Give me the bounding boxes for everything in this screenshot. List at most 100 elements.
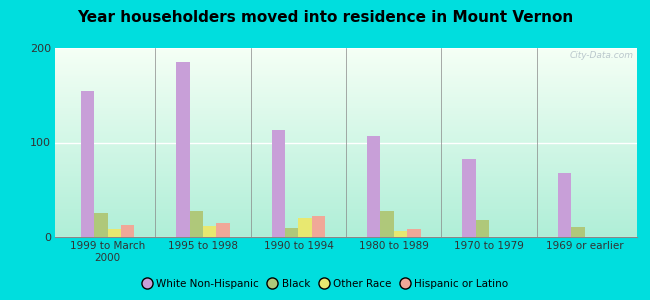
Bar [55, 60, 637, 61]
Bar [55, 149, 637, 150]
Bar [55, 48, 637, 49]
Bar [55, 79, 637, 80]
Bar [55, 103, 637, 104]
Bar [55, 189, 637, 190]
Bar [94, 213, 108, 237]
Bar [55, 210, 637, 211]
Bar [55, 191, 637, 192]
Bar [55, 155, 637, 156]
Bar [55, 199, 637, 200]
Bar [55, 54, 637, 55]
Bar [55, 182, 637, 183]
Bar [55, 145, 637, 146]
Bar [55, 73, 637, 74]
Bar [55, 216, 637, 217]
Bar [55, 232, 637, 233]
Bar [55, 106, 637, 107]
Bar [55, 81, 637, 82]
Bar [55, 75, 637, 76]
Bar [463, 159, 476, 237]
Bar [55, 93, 637, 94]
Bar [55, 228, 637, 229]
Bar [55, 152, 637, 153]
Bar [55, 210, 637, 211]
Bar [55, 194, 637, 195]
Bar [55, 107, 637, 109]
Bar [55, 181, 637, 182]
Bar [55, 128, 637, 129]
Bar [55, 50, 637, 51]
Bar [55, 132, 637, 133]
Bar [55, 50, 637, 51]
Bar [55, 76, 637, 77]
Bar [55, 162, 637, 163]
Bar [55, 224, 637, 225]
Bar [55, 205, 637, 206]
Bar [55, 65, 637, 66]
Bar [55, 148, 637, 149]
Bar [55, 95, 637, 96]
Bar [55, 198, 637, 199]
Bar [55, 168, 637, 169]
Bar [55, 179, 637, 180]
Bar [55, 64, 637, 65]
Bar [55, 162, 637, 163]
Bar [55, 69, 637, 70]
Bar [55, 173, 637, 174]
Bar [55, 67, 637, 68]
Bar [55, 151, 637, 152]
Bar [55, 150, 637, 151]
Bar [55, 212, 637, 213]
Bar [55, 198, 637, 199]
Bar [55, 188, 637, 189]
Bar [55, 105, 637, 106]
Bar [55, 225, 637, 226]
Bar [55, 146, 637, 147]
Bar [55, 172, 637, 173]
Bar [55, 101, 637, 102]
Bar [55, 124, 637, 125]
Bar [55, 143, 637, 144]
Bar [285, 227, 298, 237]
Bar [55, 163, 637, 164]
Bar [55, 48, 637, 49]
Bar [55, 142, 637, 143]
Bar [55, 63, 637, 64]
Bar [55, 131, 637, 132]
Bar [55, 78, 637, 79]
Bar [55, 195, 637, 196]
Bar [55, 122, 637, 123]
Bar [55, 212, 637, 213]
Bar [55, 213, 637, 214]
Bar [55, 106, 637, 107]
Bar [55, 228, 637, 229]
Bar [55, 193, 637, 194]
Text: City-Data.com: City-Data.com [570, 51, 634, 60]
Bar [55, 216, 637, 217]
Bar [55, 159, 637, 160]
Bar [55, 110, 637, 111]
Bar [55, 200, 637, 201]
Bar [55, 211, 637, 212]
Bar [55, 147, 637, 148]
Bar [55, 136, 637, 137]
Bar [55, 102, 637, 103]
Bar [55, 203, 637, 204]
Bar [55, 234, 637, 235]
Bar [55, 115, 637, 116]
Bar [55, 120, 637, 121]
Bar [55, 64, 637, 65]
Bar [55, 107, 637, 109]
Bar [55, 165, 637, 166]
Bar [55, 113, 637, 114]
Bar [55, 180, 637, 181]
Bar [55, 200, 637, 201]
Bar [55, 183, 637, 184]
Bar [55, 110, 637, 111]
Bar [55, 145, 637, 146]
Bar [55, 233, 637, 234]
Bar [394, 231, 407, 237]
Bar [55, 80, 637, 81]
Bar [55, 202, 637, 203]
Bar [55, 176, 637, 178]
